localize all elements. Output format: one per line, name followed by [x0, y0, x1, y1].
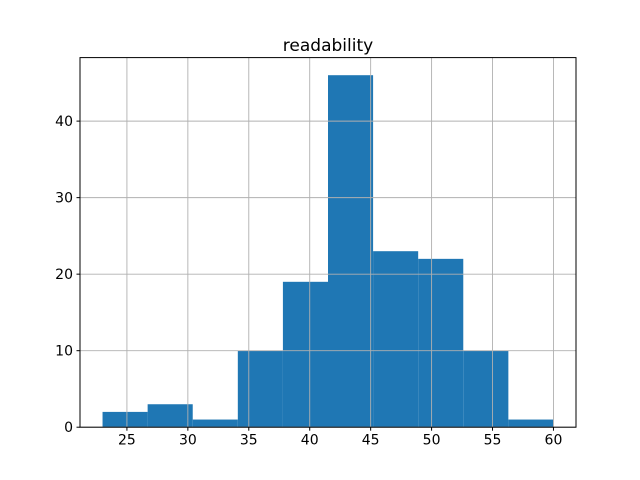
histogram-bar: [282, 281, 328, 428]
histogram-bar: [328, 75, 374, 428]
x-tick-label: 60: [545, 433, 563, 449]
x-tick-label: 25: [118, 433, 136, 449]
y-tick-label: 0: [64, 420, 73, 436]
x-tick-label: 55: [484, 433, 502, 449]
y-tick-label: 40: [55, 114, 73, 130]
x-tick-label: 45: [362, 433, 380, 449]
y-tick-label: 30: [55, 191, 73, 207]
histogram-bar: [508, 419, 554, 428]
y-tick-label: 10: [55, 344, 73, 360]
chart-title: readability: [282, 36, 374, 56]
x-tick-label: 50: [423, 433, 441, 449]
histogram-bar: [237, 350, 283, 428]
x-tick-label: 40: [301, 433, 319, 449]
histogram-bar: [418, 258, 464, 428]
x-tick-label: 35: [240, 433, 258, 449]
x-tick-label: 30: [179, 433, 197, 449]
y-tick-label: 20: [55, 267, 73, 283]
histogram-bar: [463, 350, 509, 428]
histogram-bar: [102, 411, 148, 428]
histogram-bar: [192, 419, 238, 428]
axes-spines: [79, 57, 577, 428]
histogram-bar: [373, 251, 419, 428]
histogram-bar: [147, 404, 193, 428]
